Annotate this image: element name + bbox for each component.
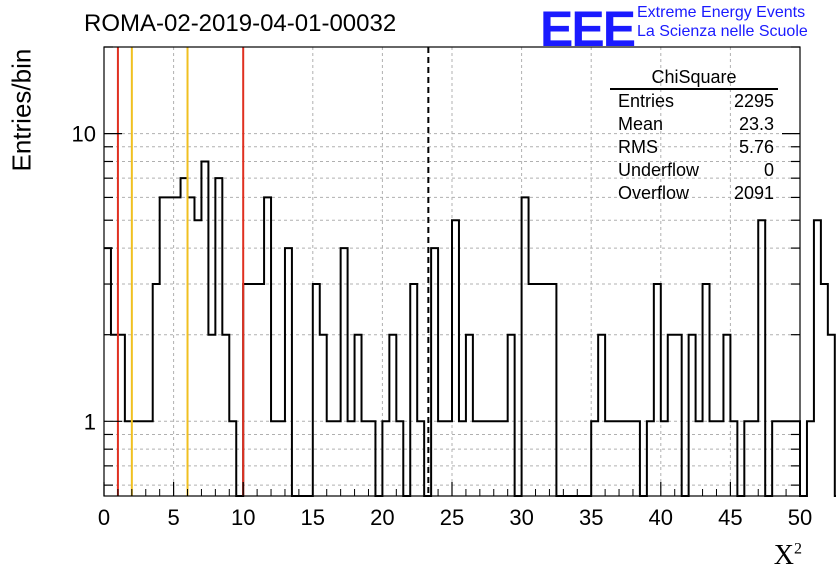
logo-caption-line2: La Scienza nelle Scuole: [637, 23, 808, 40]
stats-row-underflow: Underflow 0: [610, 159, 778, 182]
histogram-bin: [174, 197, 181, 496]
chart-title: ROMA-02-2019-04-01-00032: [84, 10, 397, 37]
histogram-layer: [104, 160, 836, 497]
histogram-bin: [431, 248, 438, 496]
histogram-bin: [536, 284, 543, 496]
y-tick-label: 1: [84, 409, 96, 434]
histogram-bin: [689, 335, 696, 496]
histogram-bin: [821, 284, 828, 496]
histogram-bin: [828, 335, 835, 496]
histogram-bin: [215, 178, 222, 496]
stats-label: Overflow: [618, 183, 690, 203]
histogram-bin: [466, 335, 473, 496]
histogram-bin: [703, 284, 710, 496]
stats-value: 23.3: [738, 114, 774, 134]
stats-row-mean: Mean 23.3: [610, 113, 778, 136]
x-tick-label: 15: [301, 505, 325, 530]
histogram-bin: [208, 335, 215, 496]
histogram-bin: [313, 284, 320, 496]
logo-caption-line1: Extreme Energy Events: [637, 4, 806, 21]
stats-label: Mean: [618, 114, 664, 134]
histogram-bin: [257, 284, 264, 496]
histogram-bin: [201, 161, 208, 496]
stats-row-rms: RMS 5.76: [610, 136, 778, 159]
x-tick-label: 30: [509, 505, 533, 530]
x-axis-label: X2: [774, 540, 802, 572]
stats-row-entries: Entries 2295: [610, 90, 778, 113]
histogram-bin: [758, 220, 765, 496]
stats-value: 2295: [733, 91, 774, 111]
histogram-bin: [118, 335, 125, 496]
stats-label: Underflow: [618, 160, 700, 180]
marker-layer: [116, 47, 430, 496]
histogram-bin: [111, 335, 118, 496]
stats-box: ChiSquare Entries 2295 Mean 23.3 RMS 5.76 U…: [610, 66, 778, 205]
x-tick-label: 25: [440, 505, 464, 530]
stats-row-overflow: Overflow 2091: [610, 182, 778, 205]
histogram-bin: [549, 284, 556, 496]
x-tick-label: 40: [649, 505, 673, 530]
histogram-bin: [194, 220, 201, 496]
y-axis-label: Entries/bin: [6, 48, 37, 172]
x-tick-label: 5: [167, 505, 179, 530]
stats-title: ChiSquare: [610, 66, 778, 90]
histogram-bin: [222, 335, 229, 496]
histogram-bin: [522, 197, 529, 496]
histogram-bin: [542, 284, 549, 496]
tick-layer: 0 5 10 15 20 25 30 35 40 45 50 1 10: [72, 46, 812, 530]
histogram-bin: [529, 284, 536, 496]
histogram-bin: [723, 335, 730, 496]
x-tick-label: 45: [718, 505, 742, 530]
histogram-bin: [389, 335, 396, 496]
x-tick-label: 35: [579, 505, 603, 530]
histogram-bin: [598, 335, 605, 496]
histogram-bin: [410, 284, 417, 496]
histogram-bin: [285, 248, 292, 496]
histogram-bin: [675, 335, 682, 496]
histogram-bin: [250, 284, 257, 496]
histogram-bin: [807, 421, 814, 496]
histogram-bin: [452, 220, 459, 496]
stats-value: 0: [763, 160, 774, 180]
histogram-bin: [104, 248, 111, 496]
histogram-bin: [814, 220, 821, 496]
x-tick-label: 50: [788, 505, 812, 530]
histogram-bin: [153, 284, 160, 496]
histogram-bin: [668, 335, 675, 496]
x-tick-label: 20: [370, 505, 394, 530]
x-tick-label: 10: [231, 505, 255, 530]
histogram-bin: [320, 335, 327, 496]
histogram-bin: [341, 248, 348, 496]
stats-label: RMS: [618, 137, 658, 157]
histogram-bin: [355, 335, 362, 496]
histogram-outline: [104, 160, 836, 497]
y-tick-label: 10: [72, 122, 96, 147]
stats-value: 5.76: [738, 137, 774, 157]
eee-logo: EEE: [540, 1, 636, 57]
x-axis-label-text: X: [773, 540, 794, 571]
stats-label: Entries: [618, 91, 675, 111]
histogram-bin: [188, 197, 195, 496]
histogram-bin: [167, 197, 174, 496]
histogram-bin: [243, 284, 250, 496]
histogram-bin: [264, 197, 271, 496]
histogram-bin: [508, 335, 515, 496]
histogram-bin: [160, 197, 167, 496]
histogram-bin: [654, 284, 661, 496]
x-tick-label: 0: [98, 505, 110, 530]
x-axis-label-sup: 2: [794, 540, 802, 558]
histogram-bin: [181, 178, 188, 496]
stats-value: 2091: [733, 183, 774, 203]
